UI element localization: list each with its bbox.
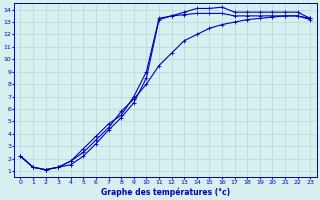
X-axis label: Graphe des températures (°c): Graphe des températures (°c): [101, 187, 230, 197]
